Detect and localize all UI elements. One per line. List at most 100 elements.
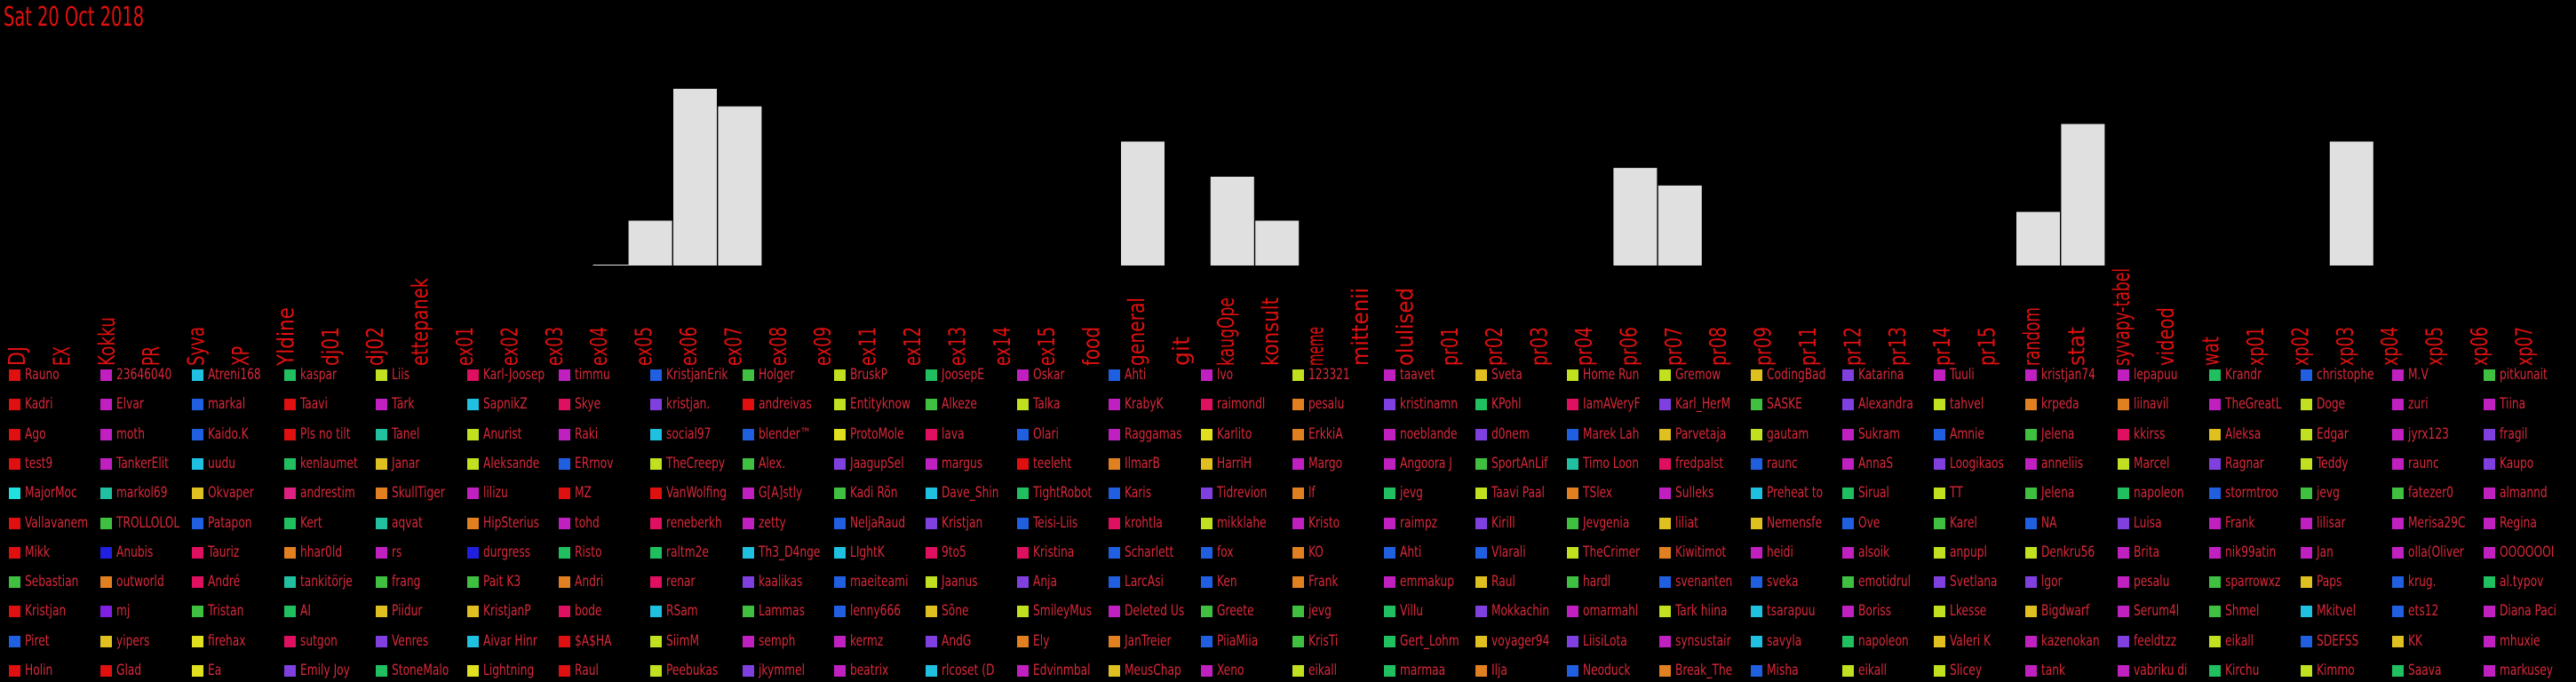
- legend-label: CodingBad: [1766, 366, 1826, 384]
- legend-label: Okvaper: [208, 484, 255, 503]
- legend-item: MajorMoc: [9, 484, 97, 502]
- legend-item: Taavi: [283, 395, 372, 413]
- legend-item: krug.: [2392, 573, 2480, 591]
- legend-swatch: [1292, 399, 1304, 411]
- legend-label: SapnikZ: [483, 395, 528, 414]
- legend-label: Mkitvel: [2317, 602, 2357, 621]
- legend-item: Sulleks: [1658, 484, 1747, 502]
- x-tick-label: Kokku: [94, 317, 121, 366]
- legend-item: TightRobot: [1017, 484, 1105, 502]
- x-tick-label: ex09: [810, 327, 837, 366]
- legend-swatch: [559, 399, 571, 411]
- legend-label: Pait K3: [483, 573, 521, 591]
- x-tick-label: ex15: [1034, 327, 1061, 366]
- legend-swatch: [1934, 488, 1946, 500]
- legend-swatch: [1292, 457, 1304, 470]
- x-tick-label: pr01: [1437, 327, 1464, 366]
- legend-label: Vlarali: [1491, 543, 1526, 561]
- legend-item: Emily Joy: [283, 662, 372, 679]
- legend-item: Katarina: [1842, 366, 1930, 384]
- bar-ex05: [628, 220, 672, 265]
- legend-label: 23646040: [116, 366, 172, 384]
- legend-swatch: [2208, 546, 2221, 559]
- legend-item: gautam: [1750, 425, 1839, 443]
- legend-label: AI: [299, 602, 311, 621]
- legend-item: Jan: [2301, 543, 2389, 561]
- legend-swatch: [1384, 428, 1395, 440]
- legend-swatch: [650, 428, 663, 440]
- x-tick-label: mittenii: [1348, 288, 1374, 366]
- x-tick-label: pr15: [1975, 327, 2001, 366]
- legend-swatch: [100, 665, 113, 677]
- legend-label: Saava: [2408, 662, 2442, 679]
- legend-label: LIghtK: [849, 543, 885, 561]
- bar-general: [1121, 141, 1165, 265]
- legend-swatch: [2484, 369, 2496, 381]
- legend-label: Edgar: [2317, 424, 2349, 443]
- legend-swatch: [1292, 428, 1304, 440]
- legend-item: Kadi Rõn: [833, 484, 922, 502]
- legend-item: Mokkachin: [1475, 602, 1563, 620]
- legend-swatch: [2301, 606, 2312, 618]
- legend-item: Anja: [1017, 573, 1105, 591]
- legend-label: Sõne: [942, 602, 969, 621]
- legend-label: TROLLOLOL: [116, 513, 180, 532]
- legend-swatch: [375, 428, 387, 440]
- legend-item: TheCrimer: [1567, 543, 1655, 561]
- legend-label: mhuxie: [2500, 631, 2541, 650]
- legend-label: Neoduck: [1583, 662, 1631, 679]
- legend-label: Tristan: [208, 602, 244, 621]
- legend-swatch: [2117, 457, 2129, 470]
- legend-item: fatezer0: [2392, 484, 2480, 502]
- legend-swatch: [1750, 546, 1762, 559]
- legend-item: rs: [375, 543, 464, 561]
- legend-item: Raggamas: [1109, 425, 1197, 443]
- legend-label: al.typov: [2500, 573, 2544, 591]
- legend-label: heidi: [1766, 543, 1793, 561]
- legend-swatch: [2025, 399, 2038, 411]
- legend-swatch: [1200, 665, 1212, 677]
- legend-label: Piret: [25, 631, 50, 650]
- legend-item: lenny666: [833, 602, 922, 620]
- legend-item: AnnaS: [1842, 455, 1930, 472]
- legend-item: Sirual: [1842, 484, 1930, 502]
- legend-swatch: [1567, 665, 1579, 677]
- legend-item: G[A]stly: [742, 484, 831, 502]
- legend-swatch: [1658, 399, 1671, 411]
- legend-label: Aleksande: [483, 454, 540, 472]
- legend-item: emotidrul: [1842, 573, 1930, 591]
- legend-swatch: [1567, 606, 1579, 618]
- legend-item: Lightning: [467, 662, 555, 679]
- legend-item: Saava: [2392, 662, 2480, 679]
- legend-label: tohd: [575, 513, 600, 532]
- legend-label: renar: [666, 573, 696, 591]
- legend-label: Oskar: [1033, 366, 1065, 384]
- legend-label: olla(Oliver: [2408, 543, 2464, 561]
- legend-swatch: [1658, 457, 1671, 470]
- legend-item: napoleon: [1842, 632, 1930, 650]
- legend-item: Villu: [1384, 602, 1472, 620]
- legend-swatch: [375, 369, 387, 381]
- legend-swatch: [1109, 665, 1121, 677]
- legend-item: lepapuu: [2117, 366, 2206, 384]
- legend-swatch: [559, 488, 571, 500]
- legend-label: Serum4l: [2133, 602, 2179, 621]
- legend-item: jevg: [2301, 484, 2389, 502]
- legend-label: Deleted Us: [1125, 602, 1185, 621]
- legend-label: HarriH: [1216, 454, 1252, 472]
- legend-label: Sveta: [1491, 366, 1523, 384]
- legend-swatch: [192, 665, 204, 677]
- legend-item: tohd: [559, 514, 647, 532]
- legend-swatch: [650, 517, 663, 529]
- legend-label: Venres: [391, 631, 429, 650]
- legend-label: tsarapuu: [1766, 602, 1816, 621]
- legend-label: Alexandra: [1858, 395, 1913, 414]
- legend-swatch: [1384, 488, 1395, 500]
- legend-label: Ahti: [1125, 366, 1147, 384]
- legend-item: Edgar: [2301, 425, 2389, 443]
- legend-label: kkirss: [2133, 424, 2165, 443]
- legend-label: TankerElit: [116, 454, 170, 472]
- legend-item: uudu: [192, 455, 280, 472]
- legend-item: marmaa: [1384, 662, 1472, 679]
- legend-swatch: [1475, 665, 1488, 677]
